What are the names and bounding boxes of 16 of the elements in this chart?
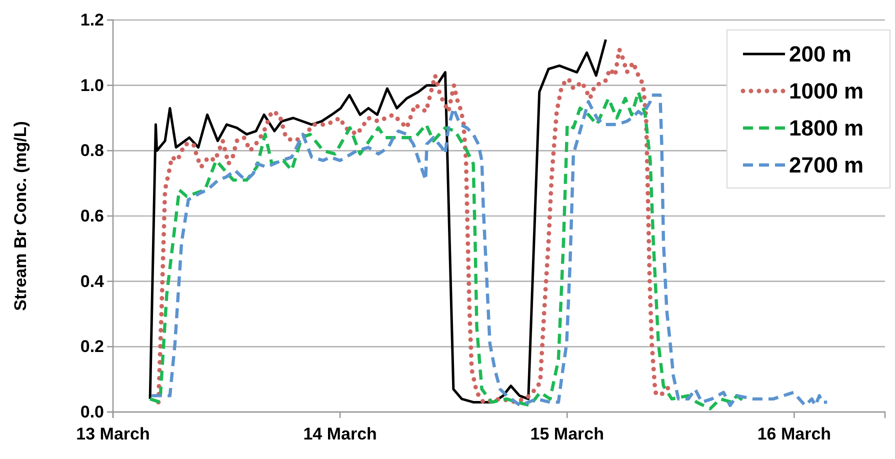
legend-label: 2700 m: [789, 152, 864, 178]
y-tick-label: 0.2: [80, 337, 104, 356]
y-axis-title: Stream Br Conc. (mg/L): [11, 121, 30, 311]
y-tick-label: 0.0: [80, 402, 104, 422]
legend-label: 1000 m: [789, 78, 864, 104]
y-tick-label: 0.4: [80, 272, 105, 291]
x-tick-label: 16 March: [757, 424, 832, 444]
x-tick-label: 14 March: [303, 424, 377, 444]
legend-label: 1800 m: [789, 116, 864, 141]
x-tick-label: 15 March: [530, 424, 604, 444]
y-tick-label: 1.2: [80, 10, 104, 30]
y-tick-label: 0.6: [80, 206, 104, 226]
y-tick-label: 0.8: [80, 141, 104, 160]
x-tick-label: 13 March: [76, 424, 150, 444]
legend-label: 200 m: [789, 42, 852, 67]
y-tick-label: 1.0: [80, 76, 104, 95]
